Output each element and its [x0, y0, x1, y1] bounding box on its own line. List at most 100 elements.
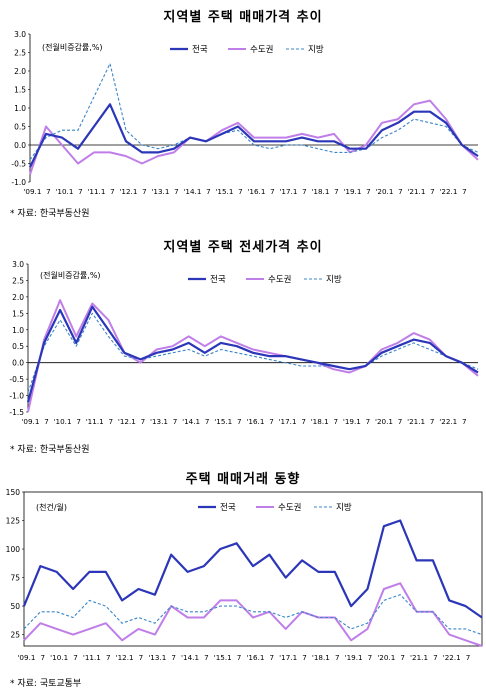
x-tick-label: 7: [433, 653, 438, 662]
y-tick-label: 100: [6, 545, 21, 554]
legend-label: 지방: [308, 44, 324, 55]
chart-title: 지역별 주택 매매가격 추이: [163, 10, 323, 25]
plot-frame: [23, 491, 483, 647]
y-tick-label: 125: [6, 517, 21, 526]
x-tick-label: 7: [398, 187, 403, 196]
y-tick-label: 150: [6, 488, 21, 497]
x-tick-label: 7: [106, 653, 111, 662]
x-tick-label: 7: [78, 187, 83, 196]
y-tick-label: 1.5: [14, 86, 26, 95]
x-tick-label: '16.1: [246, 417, 264, 426]
x-tick-label: 7: [108, 417, 113, 426]
x-tick-label: 7: [174, 187, 179, 196]
x-tick-label: 7: [270, 653, 275, 662]
chart-title: 지역별 주택 전세가격 추이: [163, 240, 323, 255]
x-tick-label: 7: [400, 653, 405, 662]
y-tick-label: 0.5: [12, 342, 24, 351]
x-tick-label: '17.1: [279, 417, 297, 426]
x-tick-label: 7: [237, 417, 242, 426]
sale-price-line-chart: 3.0 2.5 2.0 1.5 1.0 0.5 0.0 -0.5 -1.0'09.1 7 '10.1…: [11, 30, 479, 196]
unit-label: (전월비증감률,%): [40, 270, 101, 280]
legend-label: 수도권: [250, 44, 273, 55]
x-tick-label: '16.1: [247, 187, 265, 196]
series-line: [22, 519, 483, 619]
legend-label: 전국: [220, 502, 236, 513]
x-tick-label: '10.1: [50, 653, 68, 662]
y-tick-label: 3.0: [12, 260, 24, 269]
x-tick-label: '13.1: [148, 653, 166, 662]
y-tick-label: 75: [10, 574, 20, 583]
sale-price-chart-panel: 지역별 주택 매매가격 추이 3.0 2.5 2.0 1.5 1.0 0.5 0.0 -0.5…: [0, 0, 486, 230]
x-tick-label: '18.1: [311, 417, 329, 426]
x-tick-label: '14.1: [183, 187, 201, 196]
x-tick-label: '21.1: [410, 653, 428, 662]
x-tick-label: '21.1: [407, 187, 425, 196]
x-tick-label: '09.1: [23, 187, 41, 196]
x-tick-label: '14.1: [181, 653, 199, 662]
source-note: * 자료: 한국부동산원: [10, 445, 90, 455]
x-tick-label: 7: [335, 653, 340, 662]
x-tick-label: '16.1: [246, 653, 264, 662]
x-tick-label: 7: [366, 417, 371, 426]
x-tick-label: 7: [238, 187, 243, 196]
x-tick-label: '09.1: [21, 417, 39, 426]
x-tick-label: '15.1: [214, 417, 232, 426]
x-tick-label: '21.1: [407, 417, 425, 426]
y-tick-label: 25: [10, 631, 20, 640]
x-tick-label: 7: [466, 653, 471, 662]
legend-label: 수도권: [268, 274, 291, 285]
series-line: [26, 305, 479, 403]
x-tick-label: '10.1: [54, 417, 72, 426]
source-note: * 자료: 국토교통부: [10, 679, 82, 689]
x-tick-label: '12.1: [118, 417, 136, 426]
x-tick-label: '12.1: [119, 187, 137, 196]
x-tick-label: '20.1: [375, 417, 393, 426]
x-tick-label: '20.1: [377, 653, 395, 662]
x-tick-label: 7: [301, 417, 306, 426]
x-tick-label: 7: [73, 653, 78, 662]
y-tick-label: 2.0: [14, 67, 26, 76]
series-line: [29, 99, 479, 175]
x-tick-label: '11.1: [83, 653, 101, 662]
x-tick-label: '14.1: [182, 417, 200, 426]
x-tick-label: 7: [46, 187, 51, 196]
series-line: [29, 103, 479, 168]
x-tick-label: 7: [110, 187, 115, 196]
x-tick-label: 7: [41, 653, 46, 662]
series-line: [23, 594, 483, 636]
x-tick-label: 7: [171, 653, 176, 662]
x-tick-label: 7: [398, 417, 403, 426]
x-tick-label: 7: [270, 187, 275, 196]
x-tick-label: 7: [430, 417, 435, 426]
x-tick-label: 7: [462, 417, 467, 426]
y-tick-label: 0.0: [14, 141, 26, 150]
x-tick-label: 7: [302, 187, 307, 196]
series-line: [27, 312, 479, 393]
y-tick-label: 50: [10, 602, 20, 611]
x-tick-label: 7: [173, 417, 178, 426]
y-tick-label: 2.5: [12, 276, 24, 285]
legend-label: 지방: [336, 502, 352, 513]
x-tick-label: 7: [205, 417, 210, 426]
x-tick-label: 7: [206, 187, 211, 196]
x-tick-label: 7: [430, 187, 435, 196]
x-tick-label: '20.1: [375, 187, 393, 196]
x-tick-label: 7: [334, 187, 339, 196]
transaction-chart-panel: 주택 매매거래 동향 150 125 100 75 50 25 '09.1 7 '10.1 7 '1…: [0, 460, 486, 693]
x-tick-label: '13.1: [150, 417, 168, 426]
x-tick-label: 7: [44, 417, 49, 426]
x-tick-label: 7: [237, 653, 242, 662]
y-tick-label: 2.5: [14, 49, 26, 58]
x-tick-label: '17.1: [279, 187, 297, 196]
x-tick-label: 7: [139, 653, 144, 662]
y-tick-label: 2.0: [12, 293, 24, 302]
y-tick-label: 1.0: [12, 326, 24, 335]
unit-label: (전월비증감률,%): [42, 42, 103, 52]
x-tick-label: '10.1: [55, 187, 73, 196]
y-tick-label: -1.0: [9, 392, 24, 401]
x-tick-label: '22.1: [439, 417, 457, 426]
y-tick-label: 3.0: [14, 30, 26, 39]
y-tick-label: 1.0: [14, 104, 26, 113]
x-tick-label: 7: [76, 417, 81, 426]
series-line: [29, 63, 479, 161]
